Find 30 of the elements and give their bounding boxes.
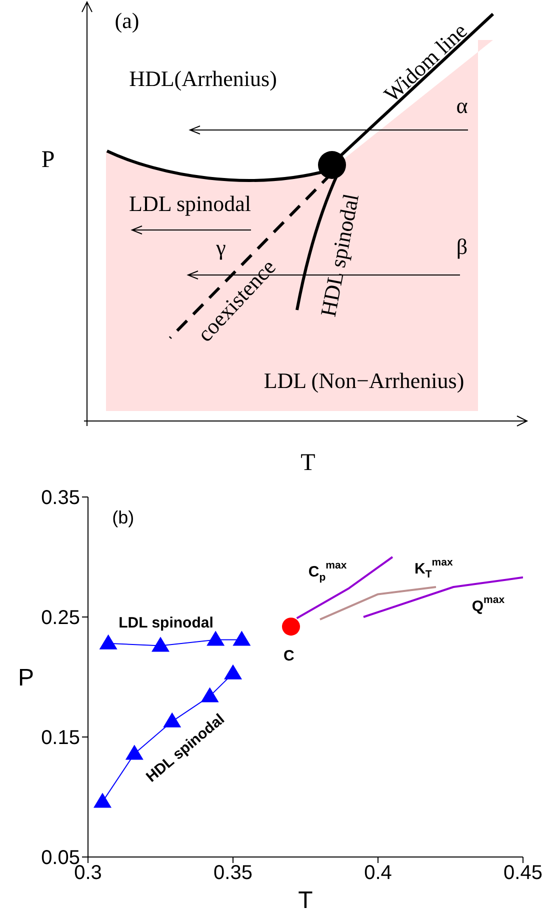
point: [94, 792, 112, 808]
text: HDL spinodal: [314, 192, 364, 318]
text: LDL (Non−Arrhenius): [264, 368, 464, 392]
point: [99, 634, 118, 650]
y-tick-label: 0.15: [41, 727, 80, 750]
text: (a): [114, 8, 140, 32]
point: [206, 630, 225, 646]
annotation: LDL spinodal: [118, 614, 214, 631]
text: α: [456, 92, 468, 118]
text: LDL spinodal: [129, 190, 251, 216]
x-tick-label: 0.4: [364, 862, 392, 884]
point: [125, 744, 144, 760]
text: P: [41, 147, 55, 173]
x-tick-label: 0.45: [504, 862, 542, 884]
point: [232, 630, 251, 646]
x-tick-label: 0.35: [214, 862, 252, 884]
point: [152, 636, 170, 652]
annotation: Q$^{max}$: [472, 594, 505, 615]
annotation: (b): [112, 507, 134, 528]
x-axis-title: T: [298, 887, 314, 914]
text: β: [456, 234, 468, 258]
text: γ: [215, 234, 226, 260]
text: T: [300, 450, 316, 476]
annotation: C: [284, 646, 295, 664]
y-tick-label: 0.25: [41, 607, 80, 630]
y-axis-title: P: [18, 664, 34, 692]
point: [200, 687, 219, 702]
text: HDL(Arrhenius): [129, 66, 277, 90]
point: [224, 664, 242, 680]
y-tick-label: 0.35: [41, 487, 80, 510]
